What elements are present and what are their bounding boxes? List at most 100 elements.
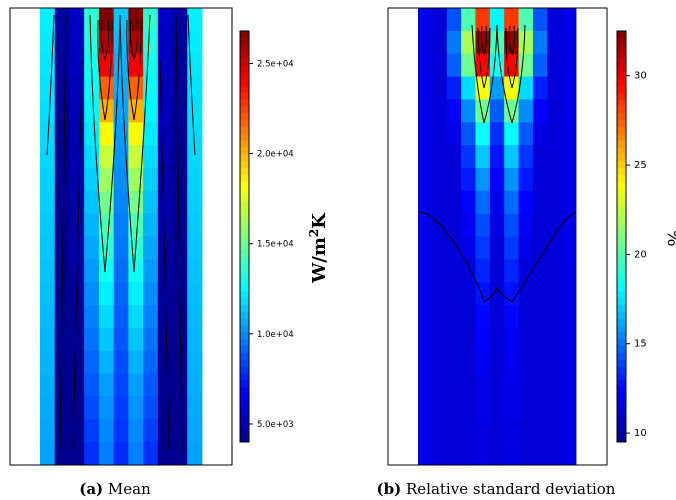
contour-line (104, 19, 113, 121)
heat-cell (98, 213, 115, 237)
colorbar-segment (617, 202, 626, 210)
heat-cell (172, 145, 188, 169)
heat-cell (475, 396, 491, 420)
heat-cell (40, 53, 56, 77)
colorbar-segment (240, 291, 249, 299)
colorbar-segment (617, 318, 626, 326)
contour-line (133, 19, 142, 121)
heat-cell (40, 213, 56, 237)
contour-line (511, 24, 526, 124)
heat-cell (561, 350, 577, 374)
heat-cell (547, 350, 563, 374)
heat-cell (561, 259, 577, 283)
colorbar-segment (240, 311, 249, 320)
heat-cell (54, 76, 70, 100)
heat-cell (40, 350, 56, 374)
heat-cell (518, 167, 534, 192)
heat-cell (84, 122, 100, 146)
colorbar-tick-label: 2.0e+04 (257, 150, 294, 160)
heat-cell (461, 99, 476, 123)
heat-cell (532, 145, 548, 169)
heat-cell (113, 167, 129, 192)
heat-cell (69, 396, 85, 420)
heat-cell (84, 213, 100, 237)
heat-cell (504, 190, 519, 215)
contour-line (175, 14, 183, 451)
heat-cell (547, 145, 563, 169)
heat-cell (128, 99, 144, 123)
heat-cell (157, 236, 173, 260)
heat-cell (532, 190, 548, 215)
heat-cell (432, 190, 448, 215)
heat-cell (446, 373, 462, 397)
colorbar-segment (617, 243, 626, 251)
heat-cell (128, 396, 144, 420)
heat-cell (418, 76, 433, 100)
colorbar-segment (617, 291, 626, 299)
heat-cell (84, 373, 100, 397)
heat-cell (40, 419, 56, 443)
heat-cell (547, 327, 563, 352)
heat-cell (532, 167, 548, 192)
heat-cell (84, 236, 100, 260)
colorbar-segment (617, 407, 626, 415)
heat-cell (84, 442, 100, 466)
heat-cell (504, 236, 519, 260)
colorbar-segment (617, 51, 626, 59)
heat-cell (69, 190, 85, 215)
heatmap-mean (40, 8, 203, 466)
colorbar-segment (240, 270, 249, 278)
heat-cell (418, 167, 433, 192)
colorbar-segment (617, 339, 626, 347)
heat-cell (461, 419, 476, 443)
heat-cell (113, 350, 129, 374)
heat-cell (54, 145, 70, 169)
colorbar-segment (617, 44, 626, 52)
heat-cell (446, 8, 462, 32)
heat-cell (143, 305, 159, 329)
heat-cell (547, 30, 563, 55)
heat-cell (128, 145, 144, 169)
heat-cell (40, 259, 56, 283)
colorbar-segment (240, 174, 249, 183)
heat-cell (172, 99, 188, 123)
heat-cell (518, 76, 534, 100)
heat-cell (54, 373, 70, 397)
contour-line (100, 19, 106, 61)
heat-cell (98, 419, 115, 443)
heat-cell (98, 76, 115, 100)
heat-cell (128, 305, 144, 329)
heat-cell (475, 305, 491, 329)
colorbar-segment (240, 373, 249, 381)
colorbar-segment (240, 277, 249, 285)
heat-cell (432, 8, 448, 32)
heat-cell (561, 145, 577, 169)
heat-cell (187, 282, 203, 306)
caption-mean: (a) Mean (79, 480, 151, 498)
heat-cell (69, 236, 85, 260)
heat-cell (532, 305, 548, 329)
colorbar-segment (240, 195, 249, 203)
heat-cell (113, 305, 129, 329)
heat-cell (172, 122, 188, 146)
heat-cell (98, 442, 115, 466)
colorbar-segment (240, 65, 249, 73)
colorbar-frame (616, 30, 627, 443)
heat-cell (504, 122, 519, 146)
contour-line (471, 24, 485, 124)
heat-cell (128, 53, 144, 77)
heat-cell (172, 8, 188, 32)
heat-cell (489, 305, 505, 329)
heat-cell (418, 373, 433, 397)
heat-cell (128, 373, 144, 397)
colorbar-mean (239, 30, 250, 443)
colorbar-segment (617, 92, 626, 100)
contour-line (129, 19, 135, 61)
heat-cell (40, 396, 56, 420)
colorbar-segment (240, 181, 249, 189)
heat-cell (157, 167, 173, 192)
heat-cell (561, 327, 577, 352)
heat-cell (532, 396, 548, 420)
heat-cell (143, 99, 159, 123)
heat-cell (518, 373, 534, 397)
